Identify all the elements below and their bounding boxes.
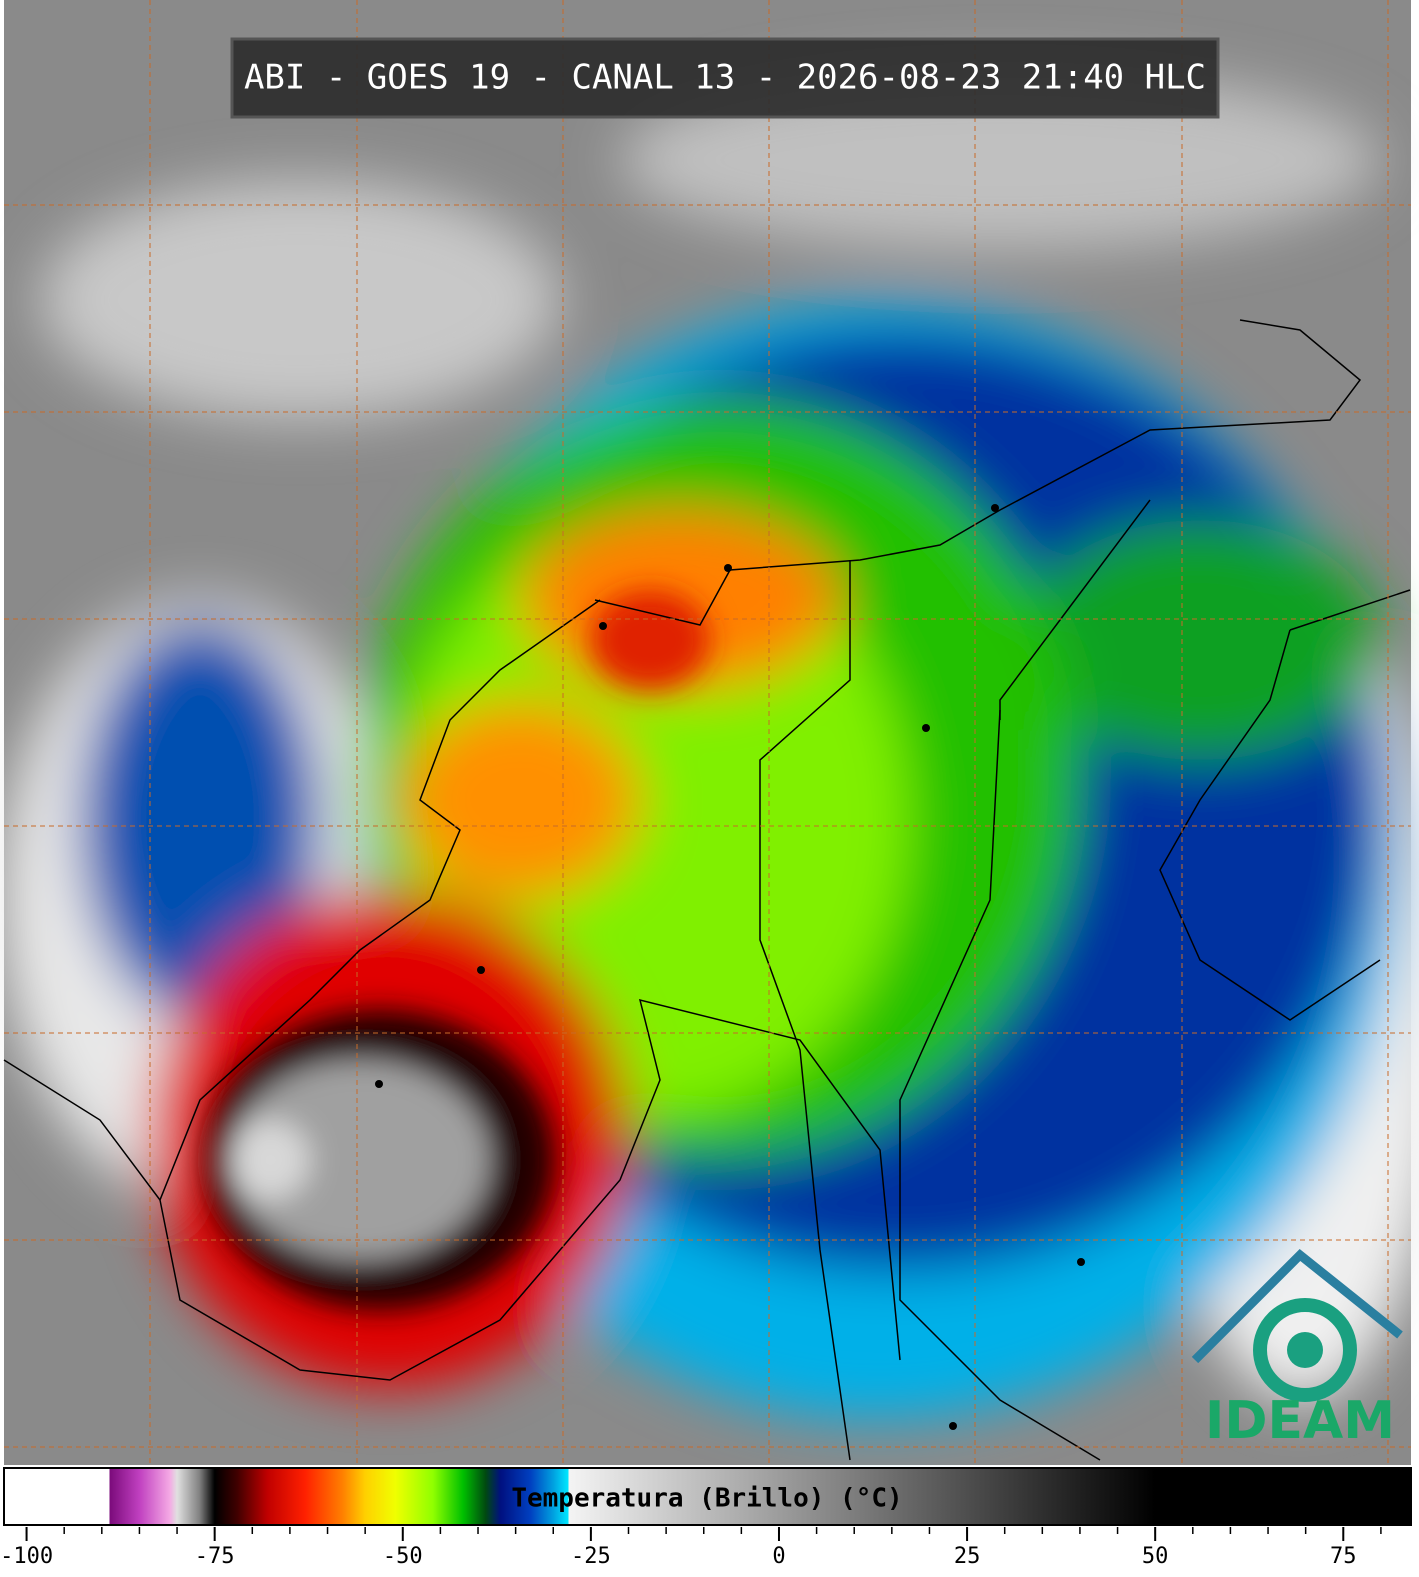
logo-text: IDEAM: [1205, 1391, 1395, 1451]
colorbar: Temperatura (Brillo) (°C) -100 -75 -50 -25 0…: [0, 1467, 1412, 1569]
tick-label: 50: [1142, 1544, 1169, 1569]
tick-label: 75: [1330, 1544, 1357, 1569]
tick-label: 25: [954, 1544, 981, 1569]
title-box: [230, 37, 1220, 119]
satellite-image: [0, 0, 1419, 1465]
tick-label: -100: [0, 1544, 53, 1569]
title: ABI - GOES 19 - CANAL 13 - 2026-08-23 21…: [244, 58, 1206, 98]
colorbar-gradient: [3, 1467, 1412, 1526]
tick-label: 0: [772, 1544, 785, 1569]
logo: IDEAM: [1191, 1248, 1403, 1451]
colorbar-label: Temperatura (Brillo) (°C): [511, 1484, 902, 1514]
tick-label: -75: [195, 1544, 235, 1569]
tick-label: -50: [383, 1544, 423, 1569]
tick-label: -25: [571, 1544, 611, 1569]
